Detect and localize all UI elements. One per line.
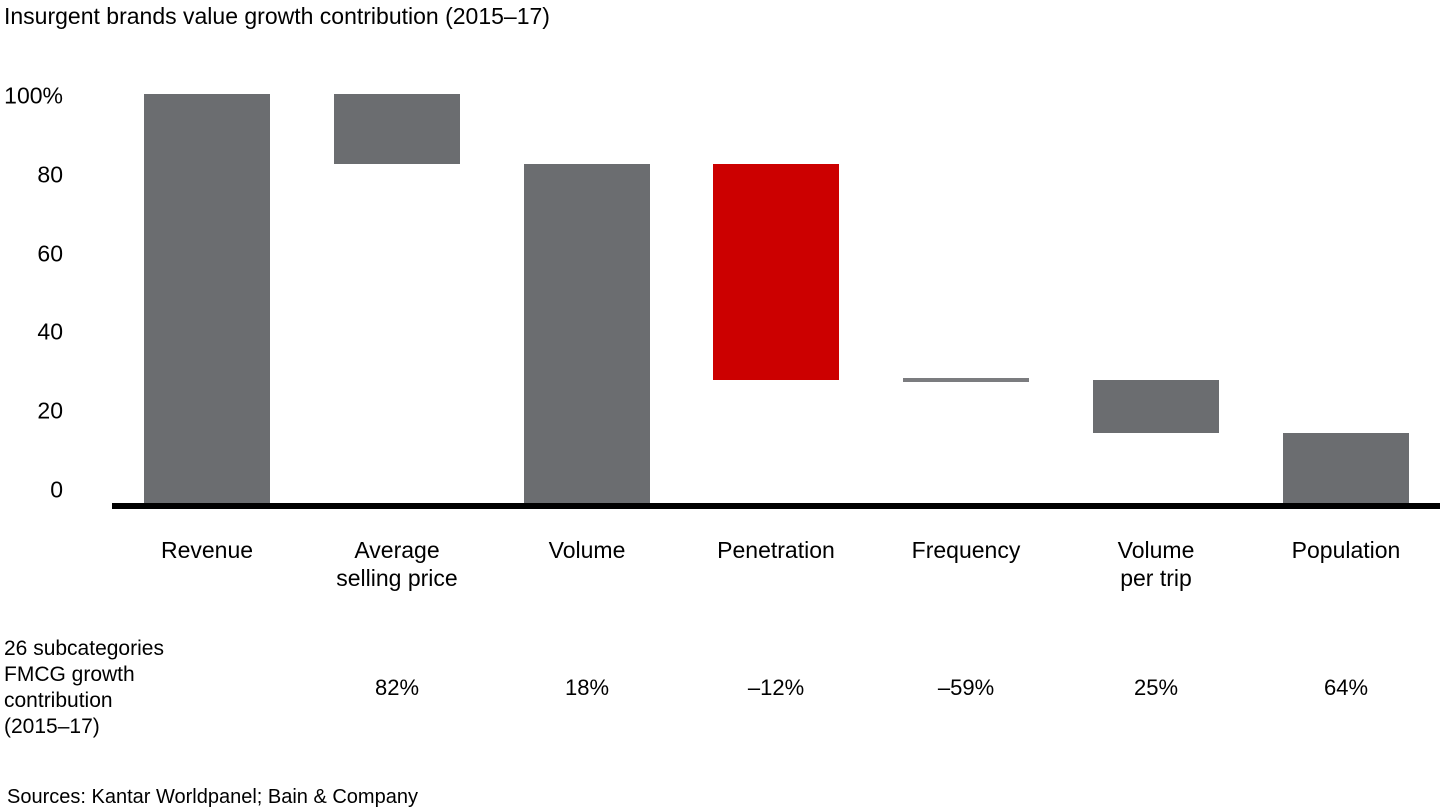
bar-penetration xyxy=(713,163,839,381)
y-tick-label-60: 60 xyxy=(37,240,63,267)
comparison-value-volume: 18% xyxy=(564,675,610,700)
category-label-line: Population xyxy=(1291,537,1401,563)
category-label-line: Frequency xyxy=(911,537,1021,563)
bar-volume-per-trip xyxy=(1093,380,1219,434)
category-label-volume-per-trip: Volume per trip xyxy=(1046,536,1266,592)
category-label-line: per trip xyxy=(1120,565,1192,591)
comparison-header-line: FMCG growth xyxy=(4,663,135,686)
comparison-header-line: (2015–17) xyxy=(4,715,100,738)
comparison-value-population: 64% xyxy=(1323,675,1369,700)
comparison-value-penetration: –12% xyxy=(747,675,805,700)
bar-frequency xyxy=(903,378,1029,383)
category-label-revenue: Revenue xyxy=(97,536,317,564)
chart-title: Insurgent brands value growth contributi… xyxy=(4,3,550,29)
comparison-row-header: 26 subcategories FMCG growth contributio… xyxy=(4,636,164,740)
category-label-line: selling price xyxy=(336,565,458,591)
category-label-line: Penetration xyxy=(717,537,835,563)
category-label-average-selling-price: Average selling price xyxy=(287,536,507,592)
y-tick-label-0: 0 xyxy=(50,476,63,503)
category-label-line: Revenue xyxy=(160,537,254,563)
bar-population xyxy=(1283,433,1409,503)
comparison-value-volume-per-trip: 25% xyxy=(1133,675,1179,700)
bar-revenue xyxy=(144,94,270,503)
category-label-line: Average xyxy=(354,537,440,563)
category-label-penetration: Penetration xyxy=(666,536,886,564)
category-label-population: Population xyxy=(1236,536,1440,564)
x-axis-line xyxy=(112,503,1440,509)
comparison-value-frequency: –59% xyxy=(937,675,995,700)
bar-volume xyxy=(524,163,650,503)
category-label-frequency: Frequency xyxy=(856,536,1076,564)
comparison-header-line: 26 subcategories xyxy=(4,637,164,660)
comparison-value-average-selling-price: 82% xyxy=(374,675,420,700)
y-tick-label-20: 20 xyxy=(37,397,63,424)
y-tick-label-100-: 100% xyxy=(4,82,63,109)
category-label-line: Volume xyxy=(548,537,626,563)
sources-note: Sources: Kantar Worldpanel; Bain & Compa… xyxy=(7,786,418,808)
y-tick-label-40: 40 xyxy=(37,318,63,345)
category-label-line: Volume xyxy=(1117,537,1195,563)
category-label-volume: Volume xyxy=(477,536,697,564)
y-tick-label-80: 80 xyxy=(37,161,63,188)
bar-average-selling-price xyxy=(334,94,460,164)
comparison-header-line: contribution xyxy=(4,689,113,712)
